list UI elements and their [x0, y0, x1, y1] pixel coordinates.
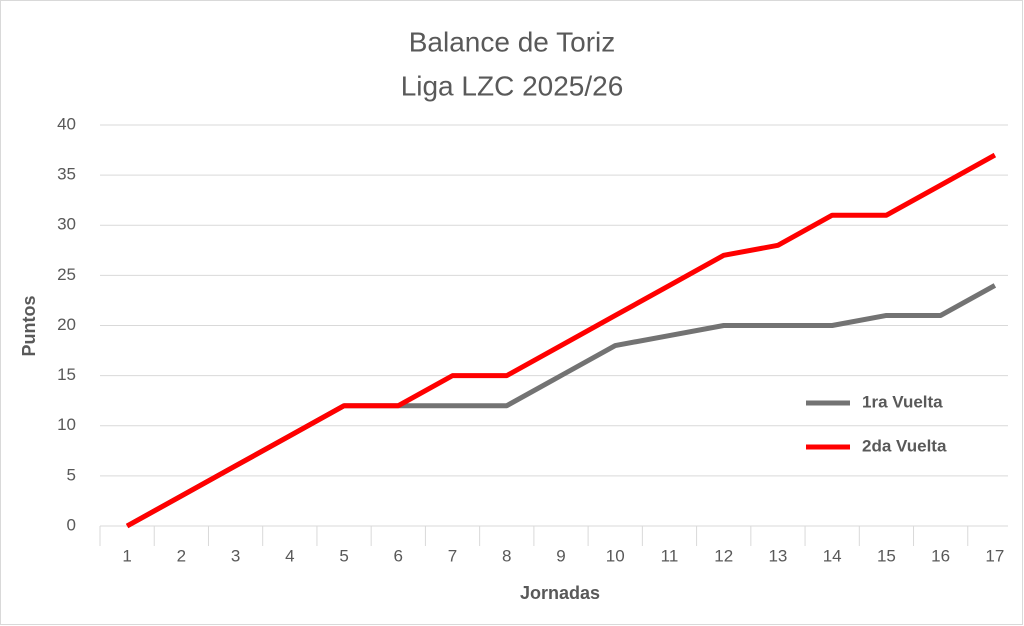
x-tick-label: 14 — [823, 546, 842, 565]
x-axis-label: Jornadas — [520, 583, 600, 603]
x-tick-label: 11 — [661, 546, 679, 565]
legend-label: 2da Vuelta — [862, 436, 947, 455]
x-tick-label: 10 — [606, 546, 625, 565]
line-series — [125, 152, 997, 529]
chart-subtitle: Liga LZC 2025/26 — [401, 70, 624, 101]
x-tick-label: 4 — [285, 546, 294, 565]
x-tick-label: 8 — [502, 546, 511, 565]
y-tick-label: 5 — [67, 465, 76, 484]
y-tick-label: 15 — [57, 365, 76, 384]
x-tick-label: 16 — [931, 546, 950, 565]
x-tick-label: 13 — [768, 546, 787, 565]
y-tick-label: 20 — [57, 315, 76, 334]
chart-title: Balance de Toriz — [409, 26, 616, 57]
legend-label: 1ra Vuelta — [862, 392, 943, 411]
x-tick-label: 1 — [122, 546, 131, 565]
y-axis-label: Puntos — [19, 296, 39, 357]
y-tick-label: 0 — [67, 515, 76, 534]
x-tick-label: 17 — [985, 546, 1004, 565]
x-tick-label: 7 — [448, 546, 457, 565]
x-tick-label: 12 — [714, 546, 733, 565]
y-tick-label: 30 — [57, 215, 76, 234]
x-tick-label: 3 — [231, 546, 240, 565]
x-tick-label: 9 — [556, 546, 565, 565]
y-tick-label: 35 — [57, 165, 76, 184]
y-tick-label: 10 — [57, 415, 76, 434]
y-tick-label: 40 — [57, 114, 76, 133]
x-tick-label: 15 — [877, 546, 896, 565]
x-tick-label: 6 — [394, 546, 403, 565]
x-tick-label: 5 — [339, 546, 348, 565]
y-tick-label: 25 — [57, 265, 76, 284]
x-tick-label: 2 — [177, 546, 186, 565]
